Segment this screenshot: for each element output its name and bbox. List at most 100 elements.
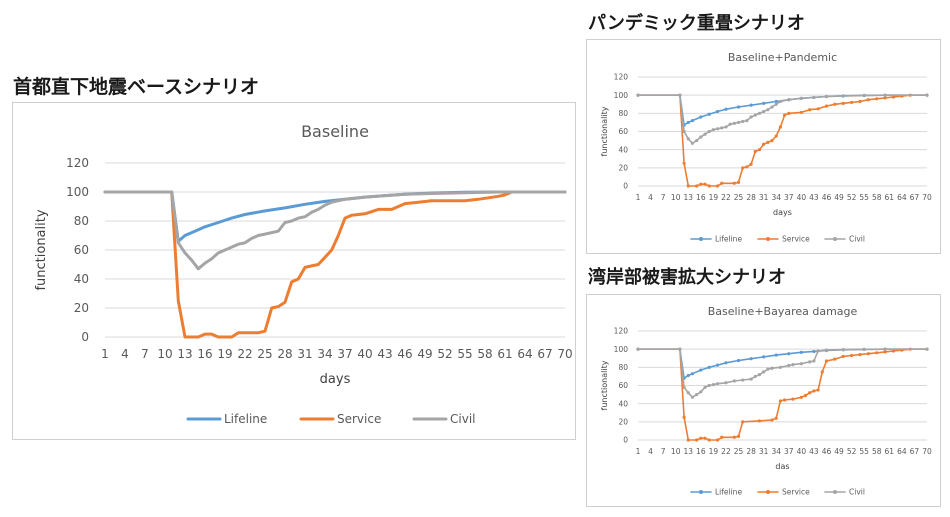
data-point-civil (816, 349, 820, 353)
data-point-lifeline (774, 353, 778, 357)
legend-label-civil: Civil (450, 412, 475, 426)
data-point-civil (925, 93, 929, 97)
x-tick-label: 34 (317, 347, 332, 361)
data-point-civil (812, 359, 816, 363)
data-point-civil (715, 127, 720, 131)
data-point-service (766, 140, 770, 144)
series-line-civil (637, 94, 928, 145)
x-tick-label: 58 (872, 447, 882, 456)
data-point-civil (757, 111, 762, 115)
data-point-service (778, 399, 783, 403)
x-tick-label: 64 (517, 347, 532, 361)
x-tick-label: 43 (809, 447, 819, 456)
data-point-service (883, 350, 887, 354)
y-tick-label: 80 (618, 363, 628, 372)
data-point-lifeline (774, 99, 778, 104)
x-axis-label: das (775, 462, 789, 471)
x-tick-label: 37 (784, 193, 794, 202)
data-point-civil (707, 129, 711, 134)
data-point-lifeline (690, 372, 695, 376)
heading-pandemic-scenario: パンデミック重畳シナリオ (588, 13, 805, 34)
x-tick-label: 13 (683, 193, 693, 202)
data-point-service (699, 182, 703, 186)
data-point-civil (862, 347, 866, 352)
y-axis-label: functionality (600, 360, 609, 410)
data-point-civil (762, 370, 766, 374)
x-tick-label: 64 (897, 447, 907, 456)
x-tick-label: 13 (683, 447, 693, 456)
y-tick-label: 60 (74, 243, 89, 257)
data-point-civil (753, 374, 757, 379)
legend-label-civil: Civil (849, 488, 865, 497)
data-point-civil (682, 129, 686, 134)
data-point-service (699, 436, 703, 440)
data-point-civil (699, 390, 703, 394)
data-point-service (703, 182, 707, 186)
data-point-civil (686, 137, 690, 141)
data-point-lifeline (762, 355, 766, 359)
x-tick-label: 19 (709, 193, 719, 202)
data-point-civil (736, 120, 741, 125)
x-tick-label: 1 (101, 347, 109, 361)
legend-marker-civil (833, 237, 837, 241)
data-point-civil (749, 377, 753, 381)
data-point-service (875, 351, 879, 355)
data-point-service (741, 166, 745, 170)
legend-label-lifeline: Lifeline (715, 235, 742, 244)
data-point-civil (799, 362, 803, 366)
data-point-civil (711, 382, 715, 387)
x-tick-label: 34 (771, 447, 781, 456)
data-point-civil (766, 367, 770, 371)
heading-bayarea-scenario: 湾岸部被害拡大シナリオ (588, 267, 786, 288)
heading-baseline-scenario: 首都直下地震ベースシナリオ (13, 76, 260, 98)
y-tick-label: 100 (614, 345, 629, 354)
data-point-service (774, 416, 778, 420)
x-tick-label: 52 (437, 347, 452, 361)
data-point-service (808, 108, 812, 112)
data-point-service (824, 104, 829, 108)
x-tick-label: 40 (797, 447, 807, 456)
data-point-civil (770, 366, 774, 370)
data-point-civil (824, 348, 829, 352)
data-point-civil (678, 93, 682, 97)
y-axis-label: functionality (600, 106, 609, 156)
x-tick-label: 7 (661, 193, 666, 202)
data-point-service (686, 438, 690, 442)
series-line-civil (103, 190, 567, 271)
data-point-civil (707, 383, 711, 388)
y-tick-label: 0 (81, 330, 89, 344)
data-point-lifeline (749, 357, 753, 361)
x-tick-label: 22 (721, 447, 731, 456)
x-tick-label: 7 (661, 447, 666, 456)
data-point-civil (757, 373, 762, 377)
data-point-service (799, 110, 803, 115)
data-point-service (774, 134, 778, 138)
data-point-civil (778, 365, 783, 369)
legend-label-service: Service (782, 235, 810, 244)
x-tick-label: 28 (746, 447, 756, 456)
y-tick-label: 120 (614, 73, 629, 82)
data-point-civil (682, 385, 686, 389)
data-point-service (770, 138, 774, 143)
x-axis-label: days (773, 208, 792, 217)
data-point-lifeline (686, 373, 690, 378)
data-point-service (841, 354, 845, 359)
x-tick-label: 49 (417, 347, 432, 361)
x-tick-label: 67 (537, 347, 552, 361)
data-point-service (715, 184, 720, 188)
data-point-service (707, 438, 711, 442)
data-point-civil (770, 105, 774, 109)
data-point-lifeline (724, 107, 728, 111)
y-tick-label: 0 (623, 436, 628, 445)
data-point-civil (762, 109, 766, 114)
data-point-service (858, 99, 862, 104)
data-point-civil (749, 115, 753, 119)
y-tick-label: 20 (618, 417, 628, 426)
data-point-lifeline (699, 115, 703, 119)
chart-title: Baseline+Pandemic (728, 51, 837, 64)
x-tick-label: 13 (177, 347, 192, 361)
legend-marker-lifeline (699, 490, 703, 494)
x-tick-label: 43 (809, 193, 819, 202)
data-point-service (841, 101, 845, 105)
